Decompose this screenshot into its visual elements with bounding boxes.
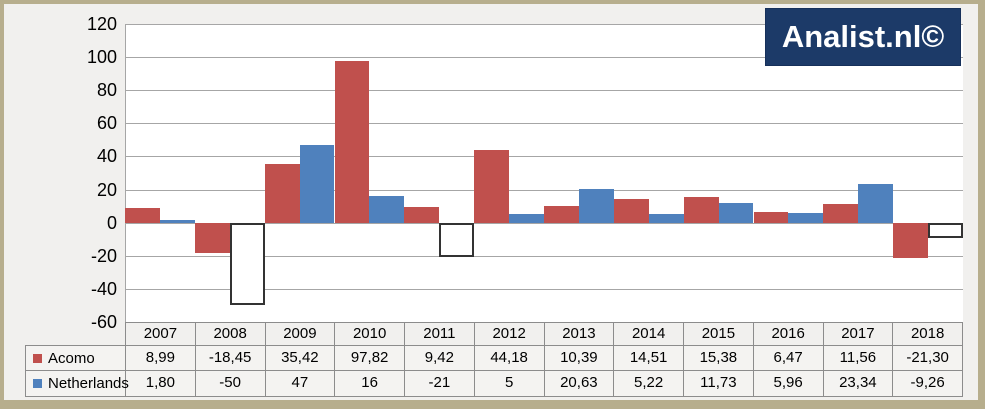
year-header-cell: 2015 bbox=[684, 323, 754, 345]
gridline-100 bbox=[125, 57, 963, 59]
bar-netherlands-2017 bbox=[858, 184, 894, 223]
bar-acomo-2009 bbox=[264, 164, 300, 223]
value-cell-netherlands-2014: 5,22 bbox=[614, 371, 684, 396]
gridline-20 bbox=[125, 189, 963, 191]
value-cell-acomo-2017: 11,56 bbox=[824, 346, 894, 370]
value-cell-netherlands-2017: 23,34 bbox=[824, 371, 894, 396]
bar-acomo-2014 bbox=[613, 198, 649, 223]
value-cell-netherlands-2011: -21 bbox=[405, 371, 475, 396]
gridline--40 bbox=[125, 288, 963, 290]
bar-acomo-2010 bbox=[334, 60, 370, 223]
value-cell-acomo-2013: 10,39 bbox=[545, 346, 615, 370]
legend-label-acomo: Acomo bbox=[26, 346, 126, 370]
bar-acomo-2015 bbox=[683, 197, 719, 223]
gridline--20 bbox=[125, 255, 963, 257]
y-axis-tick-label: -40 bbox=[90, 278, 117, 299]
y-axis-tick-label: 100 bbox=[86, 47, 117, 68]
value-cell-acomo-2018: -21,30 bbox=[893, 346, 963, 370]
legend-swatch-acomo bbox=[33, 353, 42, 363]
gridline-40 bbox=[125, 156, 963, 158]
year-header-cell: 2018 bbox=[893, 323, 963, 345]
value-cell-netherlands-2015: 11,73 bbox=[684, 371, 754, 396]
y-axis-tick-label: 40 bbox=[96, 146, 117, 167]
value-cell-acomo-2011: 9,42 bbox=[405, 346, 475, 370]
value-cell-netherlands-2016: 5,96 bbox=[754, 371, 824, 396]
plot-area bbox=[125, 24, 963, 322]
x-axis-year-row: 2007 2008 2009 2010 2011 2012 2013 2014 2015 2016… bbox=[125, 322, 963, 345]
y-axis-tick-label: -20 bbox=[90, 245, 117, 266]
bar-acomo-2016 bbox=[753, 212, 789, 223]
value-cell-netherlands-2009: 47 bbox=[266, 371, 336, 396]
series-name: Acomo bbox=[48, 349, 95, 367]
table-row-netherlands: Netherlands 1,80 -50 47 16 -21 5 20,63 5,22 11,73… bbox=[25, 371, 963, 397]
year-header-cell: 2013 bbox=[545, 323, 615, 345]
y-axis-tick-label: 120 bbox=[86, 14, 117, 34]
bar-netherlands-2012 bbox=[509, 214, 544, 223]
year-header-cell: 2016 bbox=[754, 323, 824, 345]
value-cell-acomo-2007: 8,99 bbox=[126, 346, 196, 370]
bar-netherlands-2018 bbox=[928, 222, 963, 238]
bar-netherlands-2014 bbox=[648, 214, 684, 223]
table-row-acomo: Acomo 8,99 -18,45 35,42 97,82 9,42 44,18 10,39 1… bbox=[25, 345, 963, 371]
value-cell-netherlands-2018: -9,26 bbox=[893, 371, 963, 396]
value-cell-acomo-2016: 6,47 bbox=[754, 346, 824, 370]
bar-acomo-2012 bbox=[474, 149, 510, 223]
year-header-cell: 2017 bbox=[824, 323, 894, 345]
bar-netherlands-2009 bbox=[299, 144, 335, 223]
brand-logo-text: Analist.nl© bbox=[781, 19, 945, 54]
year-header-cell: 2010 bbox=[335, 323, 405, 345]
value-cell-netherlands-2012: 5 bbox=[475, 371, 545, 396]
value-cell-netherlands-2010: 16 bbox=[335, 371, 405, 396]
bar-netherlands-2008 bbox=[229, 222, 265, 306]
gridline-80 bbox=[125, 90, 963, 92]
series-name: Netherlands bbox=[48, 375, 129, 392]
gridline-120 bbox=[125, 24, 963, 25]
bar-netherlands-2007 bbox=[159, 219, 195, 223]
bar-acomo-2011 bbox=[404, 207, 440, 223]
value-cell-acomo-2008: -18,45 bbox=[196, 346, 266, 370]
value-cell-acomo-2009: 35,42 bbox=[266, 346, 336, 370]
bar-acomo-2017 bbox=[823, 203, 859, 223]
bar-netherlands-2016 bbox=[788, 212, 824, 223]
value-cell-acomo-2014: 14,51 bbox=[614, 346, 684, 370]
legend-label-netherlands: Netherlands bbox=[26, 371, 129, 396]
year-header-cell: 2011 bbox=[405, 323, 475, 345]
value-cell-netherlands-2013: 20,63 bbox=[545, 371, 615, 396]
y-axis-tick-label: -60 bbox=[90, 312, 117, 332]
brand-logo: Analist.nl© bbox=[765, 8, 961, 66]
value-cell-netherlands-2008: -50 bbox=[196, 371, 266, 396]
year-header-cell: 2014 bbox=[614, 323, 684, 345]
value-cell-netherlands-2007: 1,80 bbox=[126, 371, 196, 396]
gridline-0 bbox=[125, 222, 963, 224]
bar-acomo-2007 bbox=[125, 207, 160, 223]
year-header-cell: 2012 bbox=[475, 323, 545, 345]
bar-netherlands-2010 bbox=[369, 196, 405, 223]
bar-netherlands-2015 bbox=[718, 203, 754, 223]
value-cell-acomo-2010: 97,82 bbox=[335, 346, 405, 370]
y-axis-tick-label: 80 bbox=[96, 80, 117, 101]
year-header-cell: 2008 bbox=[196, 323, 266, 345]
year-header-cell: 2009 bbox=[266, 323, 336, 345]
y-axis-tick-label: 20 bbox=[96, 179, 117, 200]
bar-acomo-2013 bbox=[544, 205, 579, 223]
legend-swatch-netherlands bbox=[33, 379, 42, 388]
y-axis-tick-label: 60 bbox=[96, 113, 117, 134]
y-axis-tick-label: 0 bbox=[106, 212, 117, 233]
year-header-cell: 2007 bbox=[126, 323, 196, 345]
bar-netherlands-2011 bbox=[439, 222, 475, 258]
gridline-60 bbox=[125, 123, 963, 125]
value-cell-acomo-2012: 44,18 bbox=[475, 346, 545, 370]
bar-acomo-2008 bbox=[194, 222, 230, 254]
bar-acomo-2018 bbox=[893, 222, 929, 258]
value-cell-acomo-2015: 15,38 bbox=[684, 346, 754, 370]
bar-netherlands-2013 bbox=[578, 188, 614, 223]
